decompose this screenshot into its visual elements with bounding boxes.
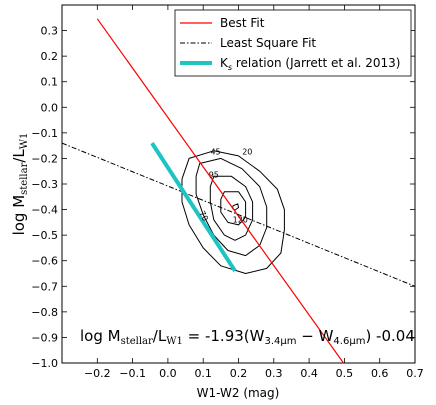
legend-label-ks: Ks relation (Jarrett et al. 2013) [220,56,400,72]
eq-sub1: stellar [121,336,153,347]
axis-ticks: −0.2 −0.1 0.0 0.1 0.2 0.3 0.4 0.5 0.6 0.7 −1.0 −0.9… [31,5,424,380]
contour-95 [209,175,254,241]
legend-ks-sub: s [228,63,232,72]
contour-45 [195,157,268,257]
eq-mid: /L [153,327,167,345]
y-tick-label: −0.8 [31,306,58,319]
eq-sub3: 3.4μm [264,336,296,347]
y-tick-label: −0.1 [31,127,58,140]
legend-label-best-fit: Best Fit [220,16,265,30]
x-tick-label: 0.1 [194,367,212,380]
y-tick-label: −0.4 [31,204,58,217]
x-tick-label: 0.0 [159,367,177,380]
contour-label-20: 20 [242,148,252,157]
x-tick-label: 0.4 [300,367,318,380]
y-tick-label: −0.2 [31,152,58,165]
series-best-fit [96,18,345,363]
y-tick-label: −0.5 [31,229,58,242]
contour-label-45: 45 [210,148,220,157]
legend-ks-main: K [220,56,229,70]
contour-label-70: 70 [197,209,210,222]
x-tick-label: 0.6 [371,367,389,380]
contour-label-120: 120 [233,215,248,224]
y-tick-label: 0.3 [41,25,59,38]
contour-labels: 20 45 95 120 70 [197,148,252,225]
y-tick-label: 0.2 [41,50,59,63]
y-axis-label: log Mstellar/LW1 [10,133,30,236]
x-tick-label: 0.5 [336,367,354,380]
ylabel-sub2: W1 [19,133,30,150]
y-tick-label: −1.0 [31,357,58,370]
contours [181,150,285,274]
y-tick-label: −0.3 [31,178,58,191]
contour-20 [181,150,285,274]
contour-label-95: 95 [209,171,219,180]
eq-suffix: ) -0.04 [365,327,414,345]
eq-mid2: − W [296,327,333,345]
y-tick-label: 0.1 [41,76,59,89]
contour-120 [220,191,247,226]
y-tick-label: −0.6 [31,255,58,268]
eq-sub2: W1 [166,336,183,347]
equation-annotation: log Mstellar/LW1 = -1.93(W3.4μm − W4.6μm… [80,327,415,347]
x-tick-label: 0.3 [265,367,283,380]
ylabel-sub1: stellar [19,162,30,194]
x-tick-label: 0.2 [230,367,248,380]
x-tick-label: −0.2 [84,367,111,380]
y-tick-label: −0.9 [31,331,58,344]
x-axis-label: W1-W2 (mag) [197,386,280,400]
legend-box [174,9,412,77]
legend: Best Fit Least Square Fit Ks relation (J… [174,9,412,77]
eq-eq1: = -1.93(W [183,327,265,345]
series-lines [62,18,415,363]
x-tick-label: −0.1 [119,367,146,380]
series-k [150,142,237,272]
eq-prefix: log M [80,327,121,345]
ylabel-mid: /L [10,149,28,163]
y-tick-label: 0.0 [41,101,59,114]
y-tick-label: −0.7 [31,280,58,293]
legend-ks-rest: relation (Jarrett et al. 2013) [232,56,400,70]
ylabel-main: log M [10,195,28,236]
x-tick-label: 0.7 [406,367,424,380]
eq-sub4: 4.6μm [333,336,365,347]
series-least-square-fit [62,142,415,287]
legend-label-least-square: Least Square Fit [220,36,316,50]
